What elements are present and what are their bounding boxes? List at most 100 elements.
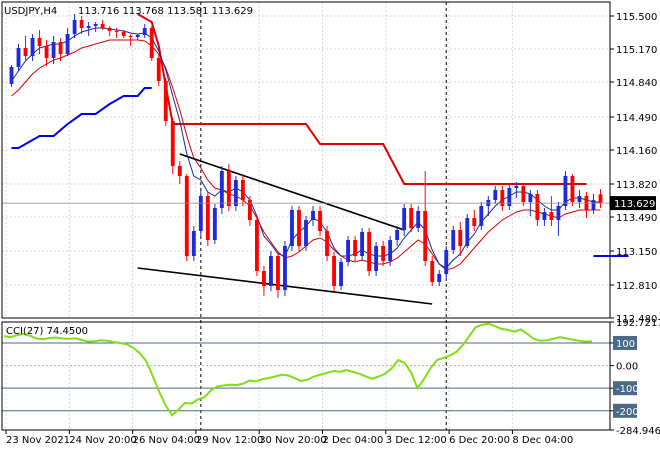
candle-body bbox=[23, 48, 28, 56]
candle-body bbox=[170, 121, 175, 166]
candle-body bbox=[65, 34, 70, 54]
candle-body bbox=[423, 211, 428, 261]
envelope-high-line bbox=[137, 13, 587, 185]
candle-body bbox=[233, 180, 238, 206]
x-tick-label: 2 Dec 04:00 bbox=[323, 435, 384, 446]
candle-body bbox=[72, 20, 77, 34]
candle-body bbox=[577, 196, 582, 202]
candle-body bbox=[283, 246, 287, 290]
x-tick-label: 6 Dec 20:00 bbox=[449, 435, 510, 446]
candle-body bbox=[339, 262, 343, 286]
candle-body bbox=[254, 220, 259, 271]
candle-body bbox=[493, 190, 498, 200]
candle-body bbox=[409, 208, 414, 228]
candle-body bbox=[163, 81, 168, 121]
candle-body bbox=[374, 246, 379, 271]
candle-body bbox=[58, 42, 63, 54]
cci-tick-label: -100 bbox=[616, 384, 639, 395]
cci-tick-label: 100 bbox=[616, 339, 635, 350]
candle-body bbox=[114, 31, 119, 32]
x-tick-label: 3 Dec 12:00 bbox=[386, 435, 447, 446]
candle-body bbox=[556, 206, 561, 220]
candle-body bbox=[318, 211, 322, 231]
cci-level-badge bbox=[613, 381, 637, 396]
candle-body bbox=[247, 200, 252, 220]
price-tick-label: 114.490 bbox=[616, 113, 657, 124]
x-tick-label: 8 Dec 04:00 bbox=[512, 435, 573, 446]
candle-body bbox=[388, 240, 393, 261]
price-chart-title: USDJPY,H4 bbox=[4, 6, 57, 17]
candle-body bbox=[465, 218, 470, 246]
x-tick-label: 26 Nov 04:00 bbox=[133, 435, 200, 446]
candle-body bbox=[304, 220, 308, 246]
candle-body bbox=[30, 38, 35, 56]
price-tick-label: 112.810 bbox=[616, 281, 657, 292]
price-tick-label: 113.150 bbox=[616, 247, 657, 258]
price-panel-frame bbox=[1, 1, 611, 319]
candle-body bbox=[570, 176, 575, 202]
candle-body bbox=[332, 256, 336, 286]
candle-body bbox=[240, 180, 245, 200]
price-tick-label: 113.820 bbox=[616, 180, 657, 191]
candle-body bbox=[507, 188, 512, 206]
candle-body bbox=[346, 240, 350, 262]
candle-body bbox=[79, 20, 84, 28]
price-tick-label: 112.480 bbox=[616, 314, 657, 325]
candle-body bbox=[591, 200, 596, 210]
candle-body bbox=[402, 208, 407, 230]
cci-tick-label: 0.00 bbox=[616, 362, 638, 373]
current-price-label: 113.629 bbox=[614, 199, 655, 210]
candle-body bbox=[100, 24, 105, 28]
candle-body bbox=[353, 240, 358, 256]
candle-body bbox=[360, 232, 365, 256]
candle-body bbox=[395, 230, 400, 240]
candle-body bbox=[212, 208, 217, 240]
candle-body bbox=[128, 36, 133, 37]
candle-body bbox=[156, 58, 161, 81]
price-tick-label: 113.490 bbox=[616, 213, 657, 224]
candle-body bbox=[184, 176, 189, 256]
candle-body bbox=[219, 171, 224, 208]
candle-body bbox=[416, 211, 421, 228]
candle-body bbox=[205, 196, 210, 240]
candle-body bbox=[367, 232, 372, 271]
candle-body bbox=[86, 26, 91, 28]
candle-body bbox=[451, 230, 456, 250]
candle-body bbox=[563, 176, 568, 206]
candle-body bbox=[542, 212, 547, 220]
cci-level-badge bbox=[613, 403, 637, 418]
candle-body bbox=[276, 256, 280, 290]
candle-body bbox=[290, 210, 294, 246]
candle-body bbox=[135, 35, 140, 37]
candle-body bbox=[535, 194, 540, 220]
candle-body bbox=[458, 230, 463, 246]
cci-title: CCI(27) 74.4500 bbox=[6, 326, 88, 337]
cci-tick-label: -200 bbox=[616, 407, 639, 418]
cci-tick-label: 192.7217 bbox=[616, 318, 660, 329]
cci-panel bbox=[3, 322, 593, 417]
candle-body bbox=[198, 196, 203, 231]
price-panel bbox=[2, 13, 629, 305]
candle-body bbox=[177, 166, 182, 176]
cci-panel-frame bbox=[1, 321, 611, 431]
candle-body bbox=[262, 271, 266, 286]
candle-body bbox=[472, 218, 477, 226]
candle-body bbox=[37, 38, 42, 46]
candle-body bbox=[500, 190, 505, 206]
ohlc-header: 113.716 113.768 113.581 113.629 bbox=[78, 6, 253, 17]
candle-body bbox=[514, 186, 519, 188]
price-tick-label: 114.160 bbox=[616, 146, 657, 157]
candle-body bbox=[51, 42, 56, 58]
candle-body bbox=[226, 171, 231, 206]
cci-level-badge bbox=[613, 335, 637, 350]
candle-body bbox=[297, 210, 301, 246]
candle-body bbox=[430, 261, 435, 282]
candle-body bbox=[149, 28, 154, 58]
candle-body bbox=[437, 274, 442, 282]
candle-body bbox=[44, 46, 49, 58]
candle-body bbox=[598, 194, 603, 204]
candle-body bbox=[16, 48, 21, 67]
candle-body bbox=[93, 24, 98, 26]
